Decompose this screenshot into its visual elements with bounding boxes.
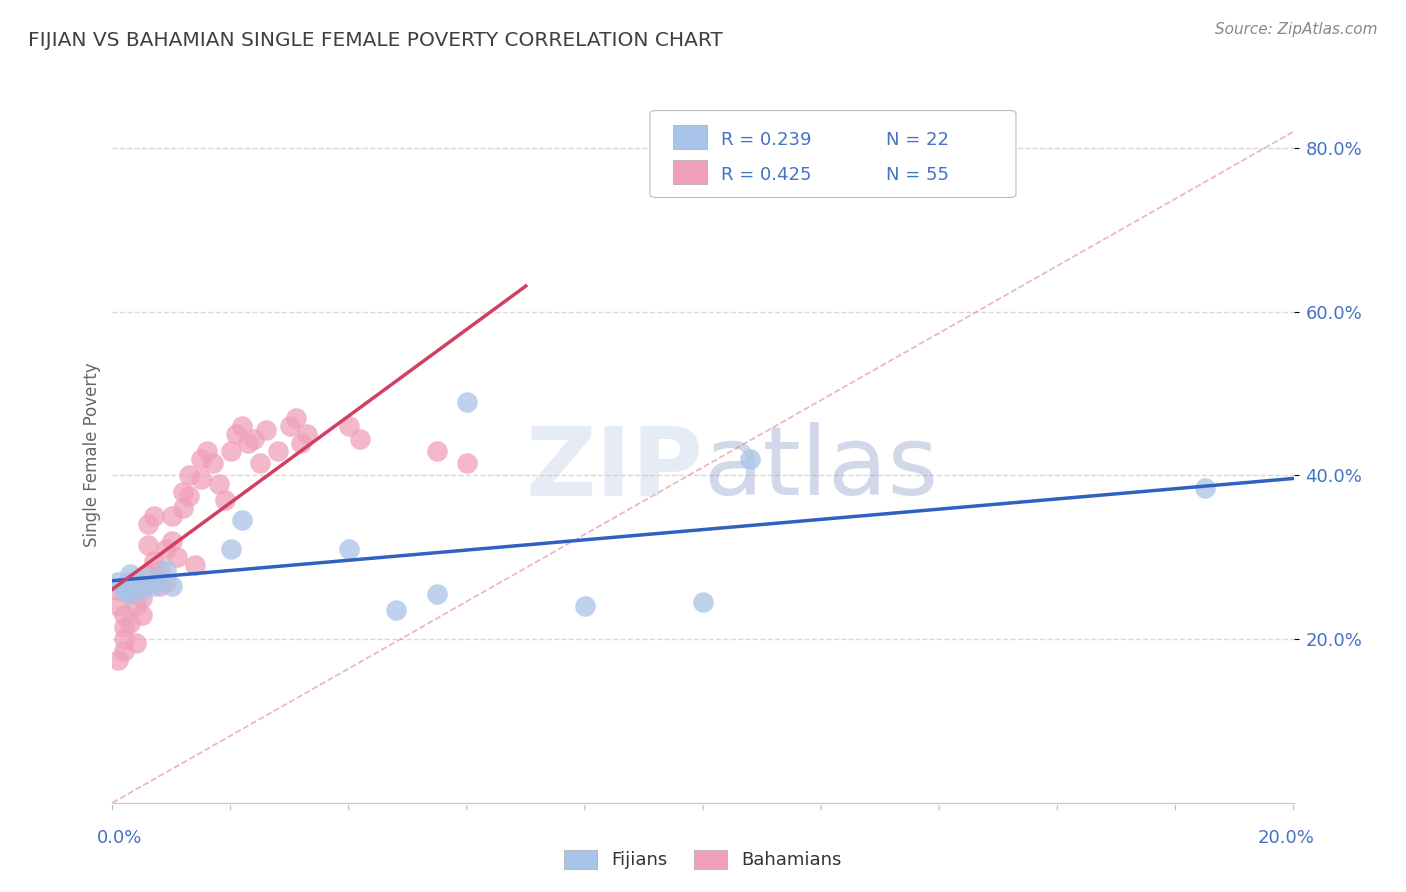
Point: [131, 582, 153, 597]
Text: FIJIAN VS BAHAMIAN SINGLE FEMALE POVERTY CORRELATION CHART: FIJIAN VS BAHAMIAN SINGLE FEMALE POVERTY…: [28, 31, 723, 50]
Point: [155, 542, 177, 557]
Point: [284, 411, 307, 425]
Point: [125, 599, 148, 614]
FancyBboxPatch shape: [673, 126, 707, 149]
Text: R = 0.425: R = 0.425: [721, 166, 811, 185]
Point: [278, 419, 301, 434]
Point: [238, 435, 260, 450]
Point: [337, 419, 360, 434]
Point: [179, 468, 201, 483]
Point: [456, 456, 478, 470]
Point: [692, 595, 714, 609]
Point: [1194, 481, 1216, 495]
Point: [120, 615, 142, 630]
Point: [426, 587, 449, 601]
Point: [740, 452, 762, 467]
Point: [120, 587, 142, 601]
Point: [112, 579, 135, 593]
Text: N = 55: N = 55: [886, 166, 949, 185]
Point: [112, 632, 135, 646]
Point: [149, 574, 172, 589]
Text: atlas: atlas: [703, 422, 938, 516]
Point: [219, 443, 242, 458]
Text: Source: ZipAtlas.com: Source: ZipAtlas.com: [1215, 22, 1378, 37]
FancyBboxPatch shape: [673, 161, 707, 184]
Point: [107, 599, 129, 614]
Point: [172, 501, 194, 516]
FancyBboxPatch shape: [650, 111, 1017, 197]
Point: [142, 509, 165, 524]
Point: [120, 587, 142, 601]
Point: [231, 419, 253, 434]
Point: [107, 652, 129, 666]
Point: [172, 484, 194, 499]
Point: [125, 582, 148, 597]
Point: [149, 579, 172, 593]
Point: [219, 542, 242, 557]
Point: [112, 582, 135, 597]
Y-axis label: Single Female Poverty: Single Female Poverty: [83, 363, 101, 547]
Point: [195, 443, 218, 458]
Point: [131, 579, 153, 593]
Point: [179, 489, 201, 503]
Point: [225, 427, 247, 442]
Point: [267, 443, 290, 458]
Point: [112, 607, 135, 622]
Text: N = 22: N = 22: [886, 131, 949, 150]
Point: [254, 423, 277, 437]
Point: [574, 599, 596, 614]
Point: [208, 476, 231, 491]
Point: [136, 566, 159, 581]
Point: [136, 571, 159, 585]
Point: [149, 562, 172, 576]
Point: [190, 452, 212, 467]
Point: [349, 432, 371, 446]
Text: 0.0%: 0.0%: [97, 829, 142, 847]
Point: [337, 542, 360, 557]
Point: [112, 620, 135, 634]
Text: ZIP: ZIP: [524, 422, 703, 516]
Point: [125, 574, 148, 589]
Point: [142, 579, 165, 593]
Point: [131, 591, 153, 606]
Point: [155, 562, 177, 576]
Point: [160, 533, 183, 548]
Point: [243, 432, 266, 446]
Point: [385, 603, 408, 617]
Point: [201, 456, 224, 470]
Point: [190, 473, 212, 487]
Point: [290, 435, 312, 450]
Point: [214, 492, 236, 507]
Point: [120, 574, 142, 589]
Point: [426, 443, 449, 458]
Point: [107, 582, 129, 597]
Point: [112, 644, 135, 658]
Point: [456, 394, 478, 409]
Point: [120, 566, 142, 581]
Point: [160, 509, 183, 524]
Point: [131, 607, 153, 622]
Legend: Fijians, Bahamians: Fijians, Bahamians: [555, 841, 851, 879]
Point: [249, 456, 271, 470]
Text: 20.0%: 20.0%: [1258, 829, 1315, 847]
Point: [184, 558, 207, 573]
Point: [231, 513, 253, 527]
Point: [136, 517, 159, 532]
Point: [136, 538, 159, 552]
Point: [125, 636, 148, 650]
Text: R = 0.239: R = 0.239: [721, 131, 811, 150]
Point: [297, 427, 319, 442]
Point: [160, 579, 183, 593]
Point: [166, 550, 188, 565]
Point: [142, 554, 165, 568]
Point: [107, 574, 129, 589]
Point: [155, 574, 177, 589]
